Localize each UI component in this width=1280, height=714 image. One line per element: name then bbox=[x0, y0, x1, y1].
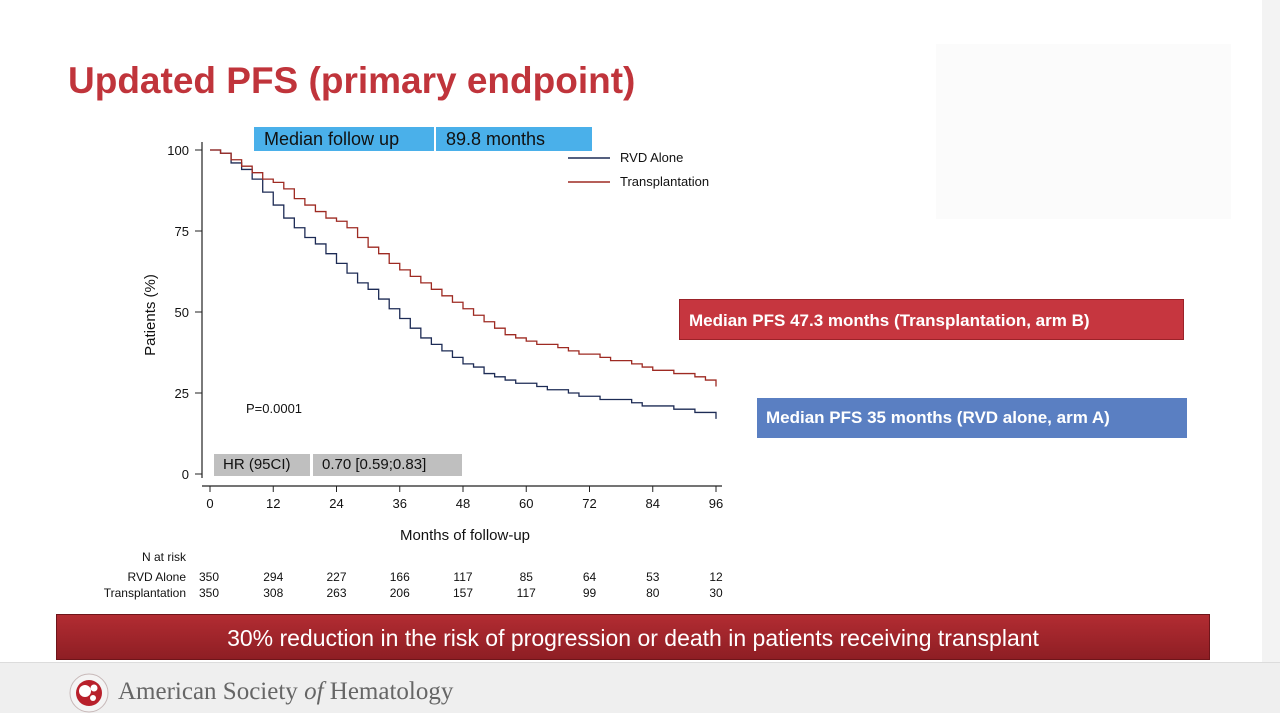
km-curve-transplantation bbox=[210, 149, 717, 387]
y-tick-label: 0 bbox=[182, 467, 189, 482]
y-tick-label: 50 bbox=[175, 305, 189, 320]
x-tick-label: 96 bbox=[709, 496, 723, 511]
followup-label: Median follow up bbox=[254, 127, 434, 151]
edge-strip bbox=[1262, 0, 1280, 662]
risk-table: N at risk RVD Alone 350 294 227 166 117 85 64 53 1… bbox=[104, 550, 723, 600]
chart-curves bbox=[210, 149, 717, 419]
median-pfs-transplant: Median PFS 47.3 months (Transplantation,… bbox=[679, 299, 1184, 340]
risk-cell: 85 bbox=[520, 570, 534, 584]
risk-table-title: N at risk bbox=[142, 550, 187, 564]
risk-row-label: RVD Alone bbox=[128, 570, 187, 584]
x-tick-label: 72 bbox=[582, 496, 596, 511]
x-tick-label: 12 bbox=[266, 496, 280, 511]
risk-cell: 12 bbox=[709, 570, 723, 584]
p-value: P=0.0001 bbox=[246, 401, 302, 416]
chart-legend: RVD Alone Transplantation bbox=[568, 150, 709, 189]
risk-cell: 166 bbox=[390, 570, 410, 584]
risk-cell: 263 bbox=[326, 586, 346, 600]
risk-cell: 157 bbox=[453, 586, 473, 600]
y-tick-label: 25 bbox=[175, 386, 189, 401]
risk-cell: 350 bbox=[199, 586, 219, 600]
x-tick-label: 60 bbox=[519, 496, 533, 511]
x-tick-label: 24 bbox=[329, 496, 343, 511]
risk-cell: 30 bbox=[709, 586, 723, 600]
risk-row-label: Transplantation bbox=[104, 586, 186, 600]
legend-label: RVD Alone bbox=[620, 150, 683, 165]
risk-cell: 117 bbox=[517, 586, 536, 600]
x-axis-label: Months of follow-up bbox=[400, 527, 530, 544]
risk-cell: 350 bbox=[199, 570, 219, 584]
risk-cell: 308 bbox=[263, 586, 283, 600]
hr-value: 0.70 [0.59;0.83] bbox=[313, 454, 462, 476]
km-curve-rvd-alone bbox=[210, 149, 717, 419]
followup-value: 89.8 months bbox=[436, 127, 592, 151]
y-tick-label: 75 bbox=[175, 224, 189, 239]
risk-cell: 99 bbox=[583, 586, 597, 600]
footer-org-name: American Society of Hematology bbox=[118, 678, 454, 705]
blank-panel bbox=[936, 44, 1231, 219]
risk-cell: 206 bbox=[390, 586, 410, 600]
risk-cell: 117 bbox=[453, 570, 472, 584]
y-tick-label: 100 bbox=[167, 143, 189, 158]
risk-cell: 294 bbox=[263, 570, 283, 584]
risk-cell: 80 bbox=[646, 586, 660, 600]
risk-cell: 64 bbox=[583, 570, 597, 584]
legend-label: Transplantation bbox=[620, 174, 709, 189]
footer-bar bbox=[0, 662, 1280, 713]
risk-cell: 53 bbox=[646, 570, 660, 584]
conclusion-banner: 30% reduction in the risk of progression… bbox=[56, 614, 1210, 660]
slide-title: Updated PFS (primary endpoint) bbox=[68, 60, 636, 101]
x-tick-label: 48 bbox=[456, 496, 470, 511]
chart-ticks: 0 25 50 75 100 0 12 24 36 48 60 72 84 96 bbox=[167, 143, 723, 511]
km-chart: 0 25 50 75 100 0 12 24 36 48 60 72 84 96 RVD Alone Tra… bbox=[104, 142, 723, 600]
x-tick-label: 0 bbox=[206, 496, 213, 511]
chart-axes bbox=[201, 142, 722, 487]
median-pfs-rvd: Median PFS 35 months (RVD alone, arm A) bbox=[757, 398, 1187, 438]
x-tick-label: 36 bbox=[393, 496, 407, 511]
risk-cell: 227 bbox=[326, 570, 346, 584]
ash-logo-icon bbox=[69, 673, 109, 713]
x-tick-label: 84 bbox=[646, 496, 660, 511]
y-axis-label: Patients (%) bbox=[142, 274, 159, 356]
hr-label: HR (95CI) bbox=[214, 454, 310, 476]
